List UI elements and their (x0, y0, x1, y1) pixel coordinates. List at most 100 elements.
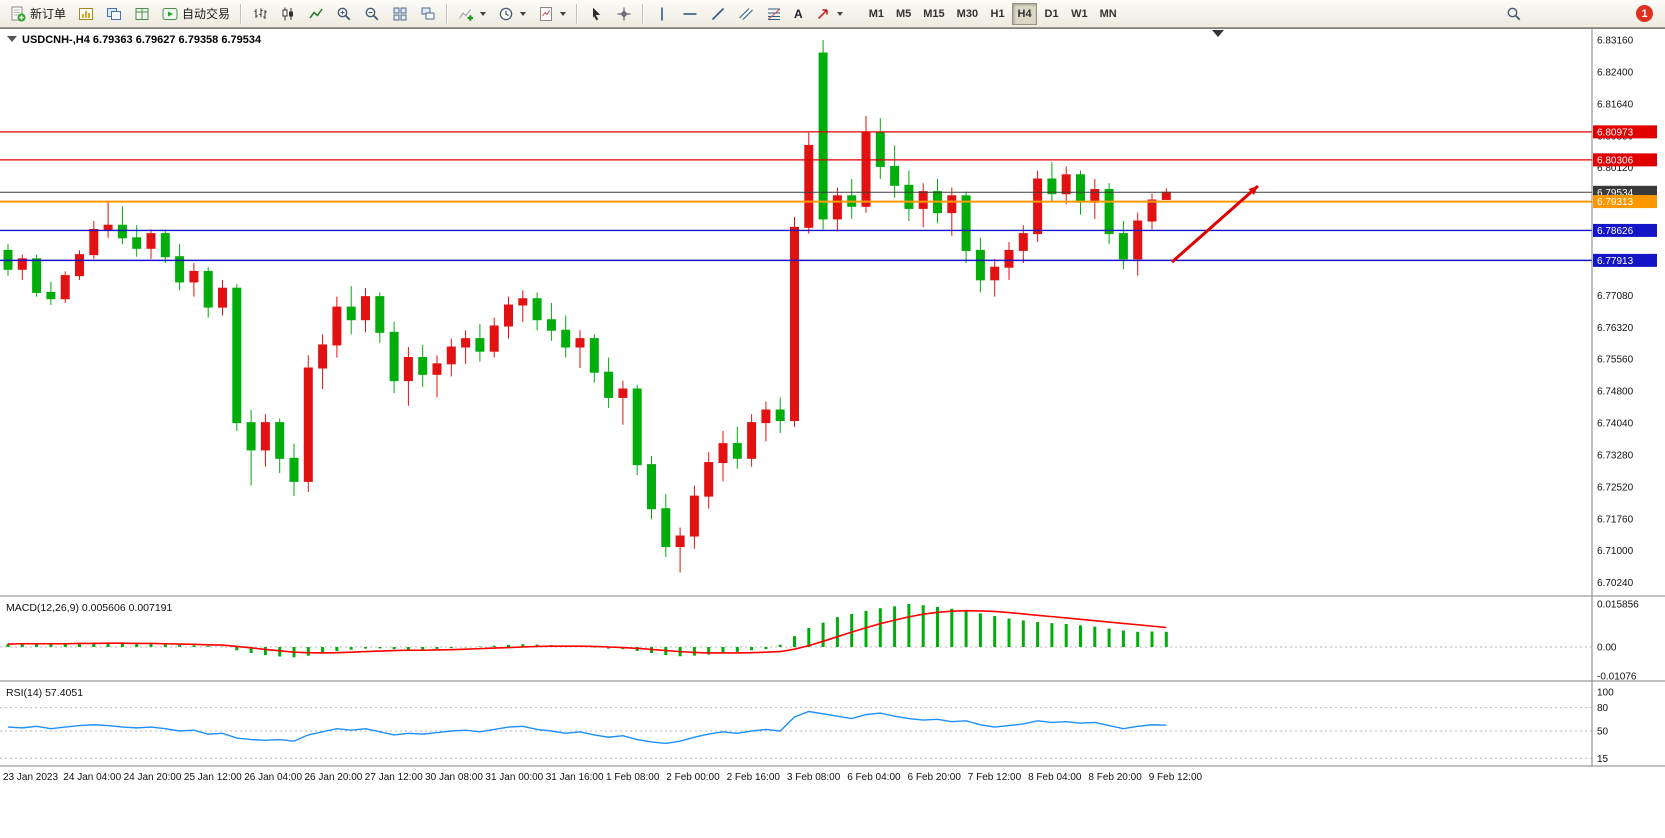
bar-chart-button[interactable] (247, 2, 273, 26)
zoom-out-button[interactable] (359, 2, 385, 26)
candle-body (60, 275, 70, 300)
candle-body (918, 191, 928, 209)
trend-arrow-annotation[interactable] (1171, 184, 1259, 264)
time-axis[interactable]: 23 Jan 2023 24 Jan 04:00 24 Jan 20:00 25 Ja… (3, 772, 1203, 783)
candle-body (375, 296, 385, 333)
candle-body (532, 298, 542, 321)
new-chart-icon (78, 6, 94, 22)
search-icon (1506, 6, 1522, 22)
profiles-button[interactable] (101, 2, 127, 26)
svg-text:6.82400: 6.82400 (1597, 67, 1634, 78)
toolbar: 新订单 自动交易 (0, 0, 1665, 28)
crosshair-button[interactable] (611, 2, 637, 26)
horizontal-line-button[interactable] (677, 2, 703, 26)
timeframe-button-m5[interactable]: M5 (891, 3, 916, 25)
svg-text:6.71760: 6.71760 (1597, 514, 1634, 525)
candle-body (1147, 199, 1157, 222)
zoom-in-button[interactable] (331, 2, 357, 26)
candle-body (804, 144, 814, 228)
svg-text:6.77913: 6.77913 (1597, 256, 1634, 267)
chart-shift-marker[interactable] (1212, 30, 1224, 37)
trendline-button[interactable] (705, 2, 731, 26)
candle-body (875, 132, 885, 167)
cascade-windows-button[interactable] (415, 2, 441, 26)
line-chart-button[interactable] (303, 2, 329, 26)
macd-histogram (6, 603, 1168, 658)
timeframe-button-m1[interactable]: M1 (864, 3, 889, 25)
candle-body (103, 224, 113, 230)
candle-body (718, 443, 728, 464)
candle-body (489, 325, 499, 352)
templates-button[interactable] (533, 2, 571, 26)
timeframe-button-h1[interactable]: H1 (985, 3, 1010, 25)
candle-body (561, 329, 571, 348)
candlestick-series (3, 40, 1171, 573)
chart-area[interactable]: 6.831606.824006.816406.808806.801206.793… (0, 28, 1665, 838)
candle-body (890, 165, 900, 186)
svg-text:6 Feb 04:00: 6 Feb 04:00 (847, 772, 901, 783)
candle-body (17, 258, 27, 270)
search-button[interactable] (1501, 2, 1527, 26)
timeframe-button-d1[interactable]: D1 (1039, 3, 1064, 25)
chevron-down-icon (520, 11, 527, 16)
cursor-button[interactable] (583, 2, 609, 26)
candle-body (1090, 189, 1100, 203)
rsi-line (7, 710, 1167, 745)
candle-body (675, 535, 685, 548)
timeframe-button-m15[interactable]: M15 (918, 3, 949, 25)
svg-text:6.77080: 6.77080 (1597, 291, 1634, 302)
svg-text:6.72520: 6.72520 (1597, 482, 1634, 493)
svg-text:6.78626: 6.78626 (1597, 226, 1634, 237)
svg-text:6.76320: 6.76320 (1597, 323, 1634, 334)
svg-text:50: 50 (1597, 727, 1609, 738)
indicators-button[interactable] (453, 2, 491, 26)
timeframe-button-w1[interactable]: W1 (1066, 3, 1093, 25)
candle-body (604, 371, 614, 398)
candle-body (475, 338, 485, 352)
notification-badge[interactable]: 1 (1636, 5, 1653, 22)
text-button[interactable]: A (789, 2, 808, 26)
auto-trading-button[interactable]: 自动交易 (157, 2, 235, 26)
candle-body (832, 195, 842, 220)
svg-text:-0.01076: -0.01076 (1597, 672, 1637, 683)
market-watch-button[interactable] (129, 2, 155, 26)
candle-body (289, 457, 299, 482)
arrows-button[interactable] (810, 2, 848, 26)
candle-body (1033, 178, 1043, 235)
svg-text:6.73280: 6.73280 (1597, 450, 1634, 461)
svg-text:80: 80 (1597, 703, 1609, 714)
svg-text:6 Feb 20:00: 6 Feb 20:00 (908, 772, 962, 783)
timeframe-button-m30[interactable]: M30 (952, 3, 983, 25)
new-order-button[interactable]: 新订单 (5, 2, 71, 26)
timeframe-button-mn[interactable]: MN (1095, 3, 1122, 25)
svg-text:27 Jan 12:00: 27 Jan 12:00 (365, 772, 423, 783)
candlestick-chart-button[interactable] (275, 2, 301, 26)
candle-body (246, 422, 256, 451)
candle-body (203, 270, 213, 308)
one-click-trading-toggle[interactable] (7, 36, 17, 42)
arrows-icon (815, 6, 831, 22)
candle-body (647, 464, 656, 510)
periods-button[interactable] (493, 2, 531, 26)
svg-text:0.015856: 0.015856 (1597, 599, 1639, 610)
candle-body (518, 298, 528, 306)
candle-body (275, 422, 285, 459)
vertical-line-button[interactable] (649, 2, 675, 26)
candle-body (132, 237, 142, 249)
channel-button[interactable] (733, 2, 759, 26)
tile-windows-button[interactable] (387, 2, 413, 26)
candle-body (1104, 189, 1114, 235)
macd-label: MACD(12,26,9) 0.005606 0.007191 (6, 602, 173, 614)
candle-body (1004, 249, 1014, 268)
toolbar-separator (576, 3, 579, 24)
timeframe-button-h4[interactable]: H4 (1012, 2, 1038, 25)
candle-body (861, 132, 871, 207)
svg-text:8 Feb 20:00: 8 Feb 20:00 (1088, 772, 1142, 783)
fibonacci-button[interactable] (761, 2, 787, 26)
candle-body (632, 388, 642, 466)
candle-body (947, 195, 957, 214)
candle-body (389, 331, 399, 382)
new-chart-button[interactable] (73, 2, 99, 26)
svg-text:6.70240: 6.70240 (1597, 578, 1634, 589)
price-axis[interactable]: 6.831606.824006.816406.808806.801206.793… (1597, 36, 1634, 590)
